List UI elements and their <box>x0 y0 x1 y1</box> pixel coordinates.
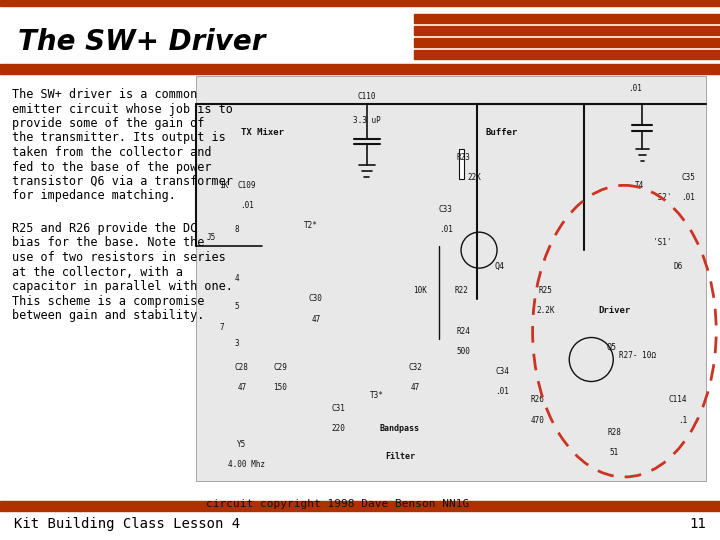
Bar <box>459 149 464 179</box>
Bar <box>0 0 720 6</box>
Text: Buffer: Buffer <box>486 128 518 137</box>
Text: 3.3 uP: 3.3 uP <box>353 116 381 125</box>
Text: .01: .01 <box>628 84 642 93</box>
Text: R23: R23 <box>456 152 471 161</box>
Text: C35: C35 <box>681 173 695 182</box>
Text: R25: R25 <box>539 286 552 295</box>
Text: R26: R26 <box>531 395 544 404</box>
Text: 4.00 Mhz: 4.00 Mhz <box>228 460 266 469</box>
Text: 5: 5 <box>235 302 239 312</box>
Text: Q4: Q4 <box>495 262 505 271</box>
Bar <box>0 64 720 74</box>
Bar <box>414 14 720 23</box>
Text: bias for the base. Note the: bias for the base. Note the <box>12 237 204 249</box>
Text: C34: C34 <box>495 367 509 376</box>
Text: 47: 47 <box>238 383 246 393</box>
Text: R24: R24 <box>456 327 470 336</box>
Text: 10K: 10K <box>413 286 428 295</box>
Text: .01: .01 <box>240 201 254 210</box>
Bar <box>196 76 706 481</box>
Text: 22K: 22K <box>467 173 481 182</box>
Text: 47: 47 <box>410 383 420 393</box>
Text: .01: .01 <box>495 387 509 396</box>
Text: the transmitter. Its output is: the transmitter. Its output is <box>12 132 226 145</box>
Bar <box>414 26 720 35</box>
Text: C110: C110 <box>358 92 376 101</box>
Text: The SW+ Driver: The SW+ Driver <box>18 28 266 56</box>
Text: provide some of the gain of: provide some of the gain of <box>12 117 204 130</box>
Text: C28: C28 <box>235 363 249 372</box>
Text: use of two resistors in series: use of two resistors in series <box>12 251 226 264</box>
Text: Kit Building Class Lesson 4: Kit Building Class Lesson 4 <box>14 517 240 531</box>
Text: 7: 7 <box>219 322 224 332</box>
Text: emitter circuit whose job is to: emitter circuit whose job is to <box>12 103 233 116</box>
Text: R28: R28 <box>607 428 621 437</box>
Text: 51: 51 <box>610 448 618 457</box>
Text: C33: C33 <box>439 205 453 214</box>
Text: The SW+ driver is a common: The SW+ driver is a common <box>12 88 197 101</box>
Text: T3*: T3* <box>370 392 384 401</box>
Text: capacitor in parallel with one.: capacitor in parallel with one. <box>12 280 233 293</box>
Text: Filter: Filter <box>385 452 415 461</box>
Text: .1: .1 <box>678 416 688 425</box>
Text: 8: 8 <box>235 225 239 234</box>
Text: 220: 220 <box>332 424 346 433</box>
Text: C114: C114 <box>669 395 687 404</box>
Text: 150: 150 <box>273 383 287 393</box>
Text: R27- 10Ω: R27- 10Ω <box>618 351 656 360</box>
Text: J5: J5 <box>207 233 216 242</box>
Text: circuit copyright 1998 Dave Benson NN1G: circuit copyright 1998 Dave Benson NN1G <box>206 499 469 509</box>
Text: R22: R22 <box>454 286 468 295</box>
Text: 4: 4 <box>235 274 239 283</box>
Text: Y5: Y5 <box>238 440 246 449</box>
Text: Bandpass: Bandpass <box>380 424 420 433</box>
Text: 2.2K: 2.2K <box>536 306 554 315</box>
Text: R25 and R26 provide the DC: R25 and R26 provide the DC <box>12 222 197 235</box>
Text: This scheme is a compromise: This scheme is a compromise <box>12 294 204 307</box>
Text: Driver: Driver <box>598 306 630 315</box>
Text: .01: .01 <box>439 225 453 234</box>
Text: C30: C30 <box>309 294 323 303</box>
Text: T2*: T2* <box>304 221 318 231</box>
Text: 470: 470 <box>531 416 544 425</box>
Text: 11: 11 <box>689 517 706 531</box>
Text: between gain and stability.: between gain and stability. <box>12 309 204 322</box>
Text: transistor Q6 via a transformer: transistor Q6 via a transformer <box>12 175 233 188</box>
Text: C32: C32 <box>408 363 422 372</box>
Text: 500: 500 <box>456 347 470 356</box>
Text: C29: C29 <box>273 363 287 372</box>
Text: D6: D6 <box>673 262 683 271</box>
Bar <box>414 38 720 47</box>
Bar <box>0 501 720 511</box>
Text: Q5: Q5 <box>607 343 616 352</box>
Text: 1K: 1K <box>220 181 229 190</box>
Text: .01: .01 <box>681 193 695 202</box>
Text: taken from the collector and: taken from the collector and <box>12 146 212 159</box>
Text: 3: 3 <box>235 339 239 348</box>
Text: at the collector, with a: at the collector, with a <box>12 266 183 279</box>
Text: for impedance matching.: for impedance matching. <box>12 190 176 202</box>
Text: TX Mixer: TX Mixer <box>240 128 284 137</box>
Text: C109: C109 <box>238 181 256 190</box>
Text: 'S2': 'S2' <box>654 193 672 202</box>
Bar <box>414 50 720 59</box>
Text: C31: C31 <box>332 403 346 413</box>
Text: T4: T4 <box>635 181 644 190</box>
Text: fed to the base of the power: fed to the base of the power <box>12 160 212 173</box>
Text: 'S1': 'S1' <box>654 238 672 247</box>
Text: 47: 47 <box>311 314 320 323</box>
